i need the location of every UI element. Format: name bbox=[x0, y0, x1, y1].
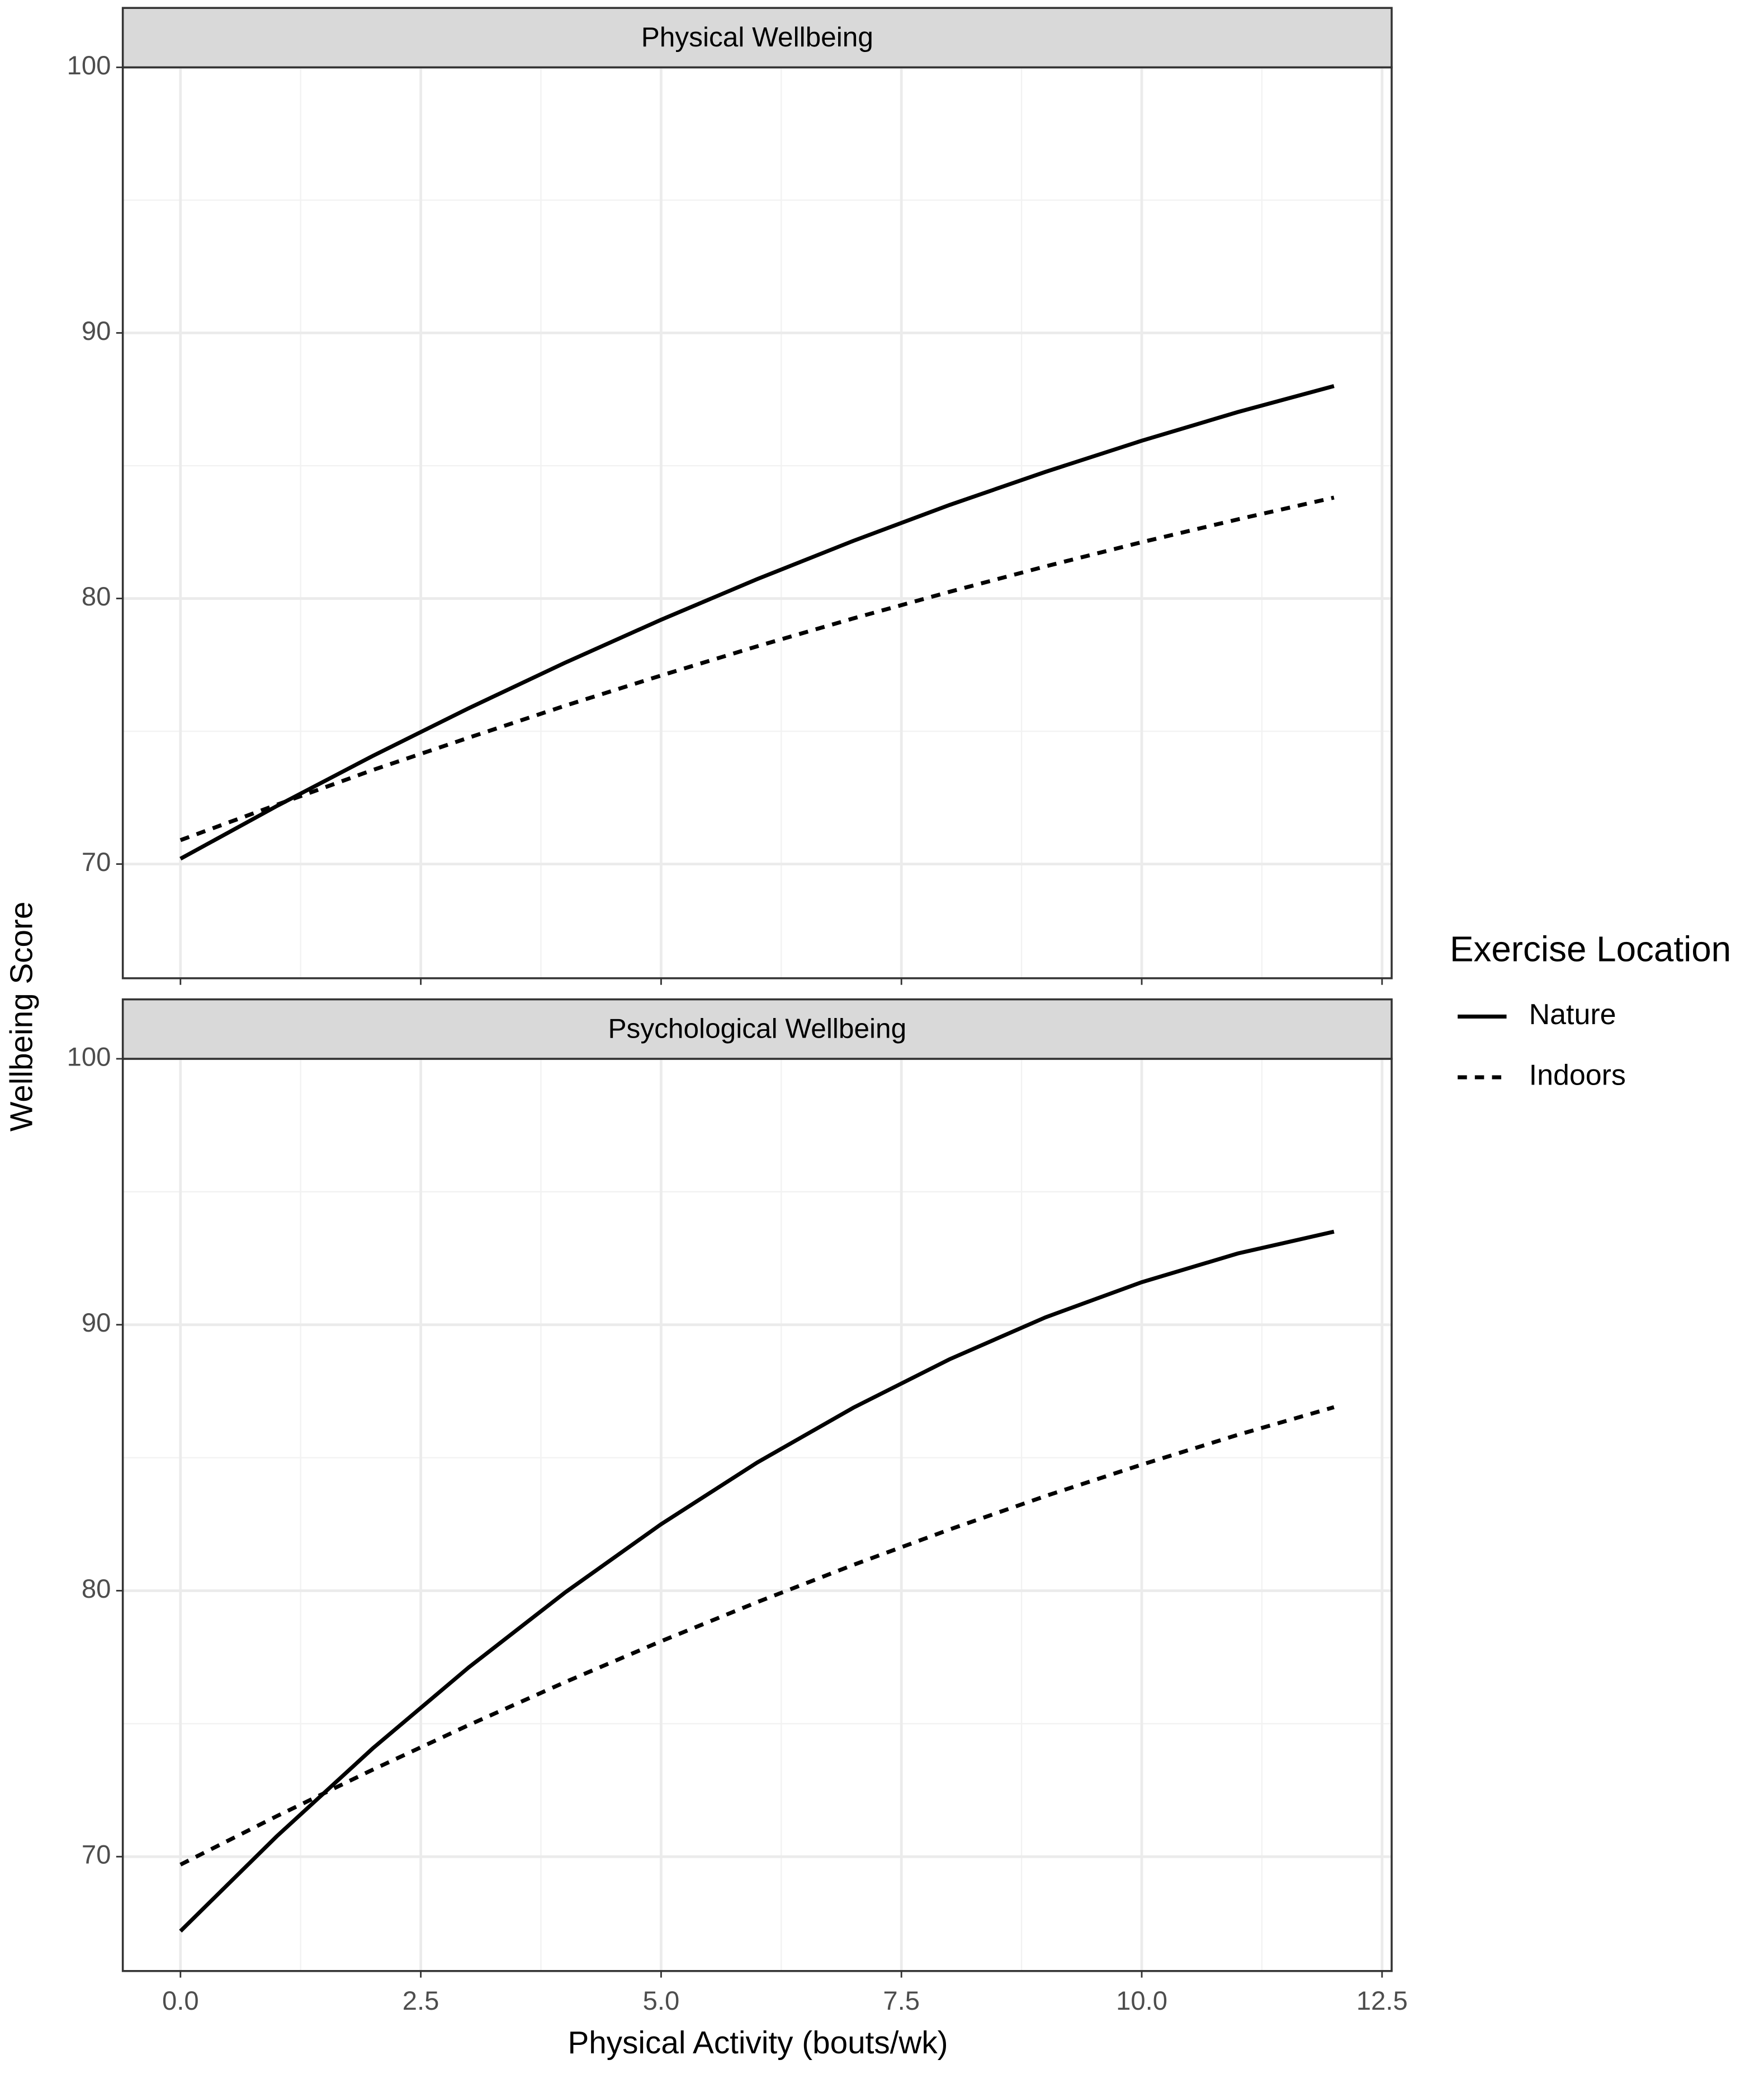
x-tick-label: 0.0 bbox=[162, 1986, 199, 2016]
strip-label: Physical Wellbeing bbox=[641, 21, 873, 53]
line-series bbox=[179, 1229, 1335, 1933]
x-tick-label: 5.0 bbox=[643, 1986, 680, 2016]
panel-background bbox=[122, 1058, 1392, 1971]
line-series bbox=[179, 1405, 1335, 1867]
y-tick-label: 100 bbox=[67, 1042, 111, 1072]
y-tick-label: 80 bbox=[82, 1574, 111, 1604]
legend-title: Exercise Location bbox=[1450, 929, 1731, 969]
y-tick-label: 70 bbox=[82, 847, 111, 877]
line-series bbox=[179, 384, 1335, 861]
strip-label: Psychological Wellbeing bbox=[608, 1012, 906, 1044]
x-tick-label: 10.0 bbox=[1116, 1986, 1167, 2016]
strip bbox=[121, 998, 1393, 1060]
x-tick-label: 7.5 bbox=[883, 1986, 920, 2016]
line-series bbox=[179, 495, 1335, 842]
x-tick-label: 2.5 bbox=[403, 1986, 439, 2016]
x-axis-label: Physical Activity (bouts/wk) bbox=[567, 2025, 948, 2061]
y-tick-label: 90 bbox=[82, 316, 111, 346]
y-tick-label: 100 bbox=[67, 51, 111, 81]
y-tick-label: 70 bbox=[82, 1840, 111, 1870]
y-tick-label: 80 bbox=[82, 582, 111, 612]
y-tick-label: 90 bbox=[82, 1308, 111, 1338]
x-tick-label: 12.5 bbox=[1356, 1986, 1408, 2016]
legend-label: Nature bbox=[1529, 998, 1616, 1031]
y-axis-label: Wellbeing Score bbox=[4, 902, 39, 1132]
panel-background bbox=[122, 67, 1392, 978]
strip bbox=[121, 7, 1393, 69]
legend-label: Indoors bbox=[1529, 1059, 1626, 1092]
